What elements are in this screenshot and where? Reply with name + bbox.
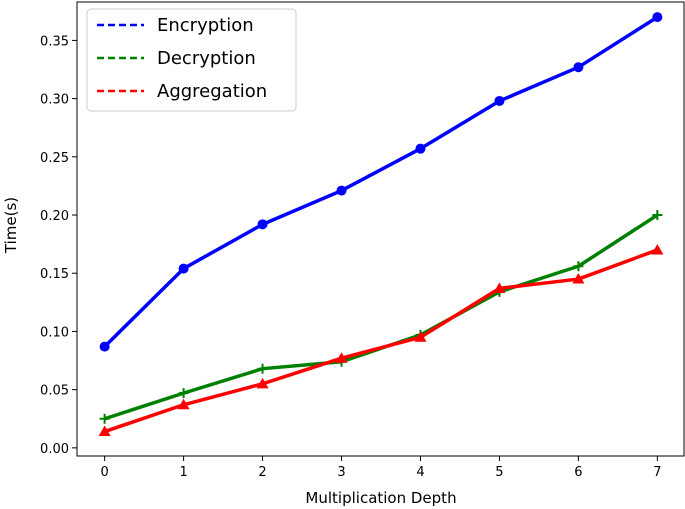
y-tick-label: 0.00: [40, 442, 69, 457]
y-axis-label: Time(s): [2, 197, 20, 254]
y-tick-label: 0.10: [40, 325, 69, 340]
y-axis: 0.00 0.05 0.10 0.15 0.20 0.25 0.30 0.35: [40, 34, 77, 457]
x-tick-label: 3: [337, 465, 345, 480]
series-decryption: [99, 210, 663, 424]
plot-area: [76, 1, 685, 457]
x-tick-label: 1: [179, 465, 187, 480]
legend-box: [86, 8, 297, 112]
legend-label: Aggregation: [157, 81, 267, 102]
x-tick-label: 5: [495, 465, 503, 480]
data-point: [414, 331, 427, 342]
y-tick-label: 0.15: [40, 267, 69, 282]
data-point: [178, 388, 189, 399]
data-point: [99, 341, 110, 352]
x-tick-label: 0: [100, 465, 108, 480]
series-line: [103, 15, 659, 348]
data-point: [652, 12, 663, 23]
y-tick-label: 0.35: [40, 34, 69, 49]
data-point: [177, 398, 190, 410]
series-line: [104, 248, 658, 434]
legend-item: Encryption: [97, 15, 254, 36]
series-layer: [98, 12, 664, 437]
data-point: [257, 363, 268, 374]
legend: Encryption Decryption Aggregation: [86, 8, 297, 112]
data-point: [178, 263, 189, 274]
y-tick-label: 0.20: [40, 209, 69, 224]
y-tick-label: 0.05: [40, 384, 69, 399]
data-point: [336, 185, 347, 196]
plot-frame: [76, 1, 685, 457]
data-point: [572, 273, 585, 284]
data-point: [494, 95, 505, 106]
x-axis-label: Multiplication Depth: [305, 489, 456, 507]
series-line: [104, 213, 659, 421]
data-point: [652, 210, 663, 221]
legend-item: Decryption: [97, 48, 256, 69]
data-point: [335, 352, 348, 363]
data-point: [99, 413, 110, 424]
x-tick-label: 4: [416, 465, 424, 480]
data-point: [573, 261, 584, 272]
series-aggregation: [98, 243, 664, 437]
legend-label: Decryption: [157, 48, 256, 69]
data-point: [651, 243, 664, 255]
x-tick-label: 2: [258, 465, 266, 480]
data-point: [493, 282, 506, 293]
data-point: [257, 219, 268, 230]
series-encryption: [99, 12, 663, 352]
x-axis: 0 1 2 3 4 5 6 7: [100, 456, 662, 480]
x-tick-label: 7: [653, 465, 661, 480]
legend-label: Encryption: [157, 15, 254, 36]
legend-item: Aggregation: [97, 81, 267, 102]
x-tick-label: 6: [574, 465, 582, 480]
data-point: [415, 143, 426, 154]
data-point: [256, 377, 269, 389]
y-tick-label: 0.30: [40, 93, 69, 108]
y-tick-label: 0.25: [40, 151, 69, 166]
data-point: [573, 62, 584, 73]
data-point: [98, 425, 111, 437]
